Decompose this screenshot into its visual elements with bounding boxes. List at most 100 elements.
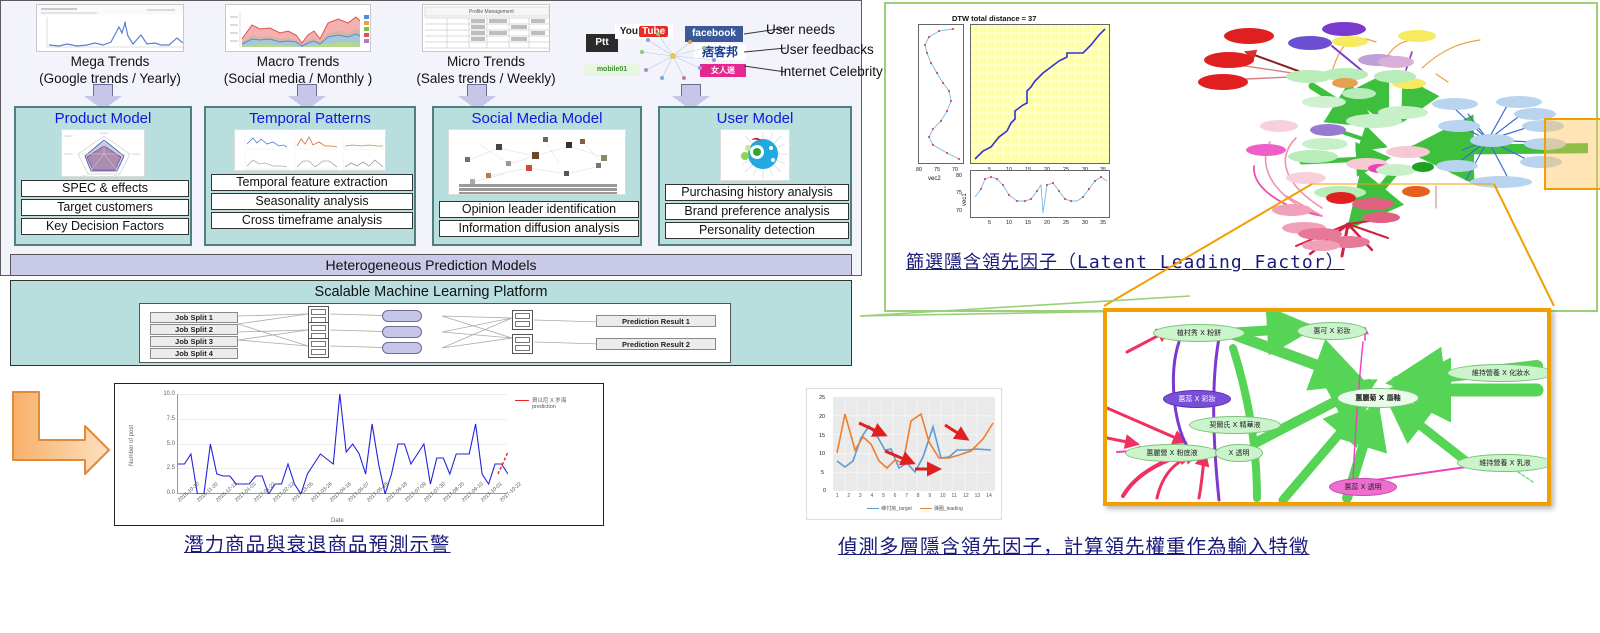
model-card-social[interactable]: Social Media Model Opinion leader identi… — [432, 106, 642, 246]
graph-node-blue-hub[interactable] — [1470, 134, 1514, 147]
worker-node — [308, 322, 329, 342]
feature-item[interactable]: Temporal feature extraction — [211, 174, 413, 191]
graph-node-blue[interactable] — [1436, 160, 1478, 172]
graph-node-blue[interactable] — [1522, 120, 1564, 132]
feature-item[interactable]: Target customers — [21, 199, 189, 216]
zoom-node-9[interactable]: 維持營養 X 乳液 — [1457, 454, 1547, 472]
feature-item[interactable]: Cross timeframe analysis — [211, 212, 413, 229]
chart1-xlabel: Date — [331, 518, 344, 524]
graph-node-yellow[interactable] — [1398, 30, 1436, 42]
graph-node-blue[interactable] — [1496, 96, 1542, 108]
x-tick: 13 — [974, 493, 981, 499]
graph-node-blue[interactable] — [1438, 120, 1480, 132]
legend-swatch — [515, 399, 529, 401]
feature-item[interactable]: Opinion leader identification — [439, 201, 639, 218]
vec2-series — [924, 28, 960, 160]
model-stage — [382, 326, 422, 338]
graph-node-blue[interactable] — [1514, 108, 1556, 120]
feature-item[interactable]: SPEC & effects — [21, 180, 189, 197]
job-split-item[interactable]: Job Split 2 — [150, 324, 238, 335]
model-card-product[interactable]: Product Model Design Quality Price Spec Ser… — [14, 106, 192, 246]
feature-item[interactable]: Purchasing history analysis — [665, 184, 849, 201]
graph-node-green[interactable] — [1302, 138, 1348, 150]
graph-node-orange[interactable] — [1332, 78, 1358, 88]
graph-node-green[interactable] — [1374, 70, 1416, 83]
job-split-item[interactable]: Job Split 3 — [150, 336, 238, 347]
zoom-node-2[interactable]: 維持營養 X 化妝水 — [1447, 364, 1547, 382]
feature-item[interactable]: Information diffusion analysis — [439, 220, 639, 237]
zoom-node-4[interactable]: 蕙麗菊 X 唇釉 — [1337, 388, 1419, 408]
chart2-ytick: 10 — [819, 451, 826, 457]
prediction-result[interactable]: Prediction Result 2 — [596, 338, 716, 350]
graph-node-red[interactable] — [1198, 74, 1248, 90]
graph-node-pink[interactable] — [1286, 172, 1326, 184]
zoom-node-3[interactable]: 蕙蕊 X 彩妝 — [1163, 390, 1231, 408]
model-card-user[interactable]: User Model Purchasing history analysis B… — [658, 106, 852, 246]
y-tick: 5.0 — [166, 440, 175, 447]
job-split-item[interactable]: Job Split 4 — [150, 348, 238, 359]
graph-node-orange[interactable] — [1402, 186, 1430, 197]
callout-leader-lines — [744, 27, 787, 73]
graph-node-green[interactable] — [1412, 162, 1434, 172]
graph-node-darkpink[interactable] — [1352, 198, 1394, 210]
arrow-down-user — [672, 84, 710, 110]
dtw-grid-and-path — [971, 25, 1109, 163]
graph-node-green[interactable] — [1342, 88, 1376, 99]
y-tick: 10.0 — [163, 391, 175, 397]
graph-node-darkpink[interactable] — [1272, 204, 1312, 216]
graph-node-purple[interactable] — [1322, 22, 1366, 36]
zoom-node-6[interactable]: 蕙麗營 X 粉底液 — [1125, 444, 1219, 462]
graph-node-green[interactable] — [1322, 68, 1368, 81]
dtw-figure: DTW total distance = 37 — [904, 10, 1136, 240]
vec1-xtick: 30 — [1082, 220, 1089, 226]
feature-item[interactable]: Seasonality analysis — [211, 193, 413, 210]
zoom-node-7[interactable]: X 透明 — [1215, 444, 1263, 462]
zoom-node-1[interactable]: 蕙可 X 彩妝 — [1297, 322, 1367, 340]
chart1-ylabel: Number of post — [129, 424, 135, 466]
graph-node-purple[interactable] — [1288, 36, 1332, 50]
graph-node-yellow[interactable] — [1392, 78, 1426, 89]
graph-node-darkpink[interactable] — [1362, 212, 1400, 223]
graph-node-green[interactable] — [1288, 150, 1338, 163]
graph-node-pink[interactable] — [1260, 120, 1298, 132]
job-split-item[interactable]: Job Split 1 — [150, 312, 238, 323]
vec1-tick: 75 — [956, 190, 963, 196]
gridline — [178, 468, 507, 470]
graph-node-red[interactable] — [1204, 52, 1254, 68]
zoom-node-8[interactable]: 蕙蕊 X 透明 — [1329, 478, 1397, 496]
graph-node-darkpink[interactable] — [1302, 240, 1340, 251]
graph-node-blue[interactable] — [1470, 176, 1532, 188]
ptt-logo: Ptt — [586, 34, 618, 52]
graph-node-green[interactable] — [1302, 96, 1346, 108]
graph-node-blue[interactable] — [1520, 156, 1562, 168]
graph-node-blue[interactable] — [1432, 98, 1478, 110]
feature-item[interactable]: Brand preference analysis — [665, 203, 849, 220]
graph-node-green[interactable] — [1376, 164, 1416, 176]
network-zoom-detail-panel[interactable]: 植村秀 X 粉餅 蕙可 X 彩妝 維持營養 X 化妝水 蕙蕊 X 彩妝 蕙麗菊 … — [1103, 308, 1551, 506]
trend-title: Macro Trends — [256, 54, 340, 69]
reducer-node — [512, 310, 533, 330]
graph-node-green[interactable] — [1286, 70, 1332, 83]
zoom-node-0[interactable]: 植村秀 X 粉餅 — [1153, 324, 1245, 342]
graph-node-magenta[interactable] — [1246, 144, 1286, 156]
graph-node-red[interactable] — [1326, 192, 1356, 204]
graph-node-pink[interactable] — [1386, 146, 1430, 158]
legend-label: 弹圈_leading — [933, 506, 963, 512]
highlight-region-box[interactable] — [1544, 118, 1600, 190]
model-title: Temporal Patterns — [249, 110, 371, 127]
zoom-node-5[interactable]: 契爾氏 X 精華液 — [1189, 416, 1281, 434]
chart2-ytick: 20 — [819, 414, 826, 420]
x-tick: 11 — [951, 493, 957, 499]
feature-item[interactable]: Personality detection — [665, 222, 849, 239]
leading-factor-network-graph[interactable] — [1136, 8, 1600, 258]
feature-item[interactable]: Key Decision Factors — [21, 218, 189, 235]
graph-node-yellow[interactable] — [1332, 36, 1368, 47]
graph-node-red[interactable] — [1224, 28, 1274, 44]
prediction-result[interactable]: Prediction Result 1 — [596, 315, 716, 327]
x-tick: 7 — [905, 493, 908, 499]
heterogeneous-prediction-models-bar: Heterogeneous Prediction Models — [10, 254, 852, 276]
graph-node-purple[interactable] — [1310, 124, 1346, 136]
graph-node-lightpurple[interactable] — [1378, 56, 1414, 68]
model-card-temporal[interactable]: Temporal Patterns Temporal feature extra… — [204, 106, 416, 246]
graph-node-green[interactable] — [1378, 106, 1428, 119]
